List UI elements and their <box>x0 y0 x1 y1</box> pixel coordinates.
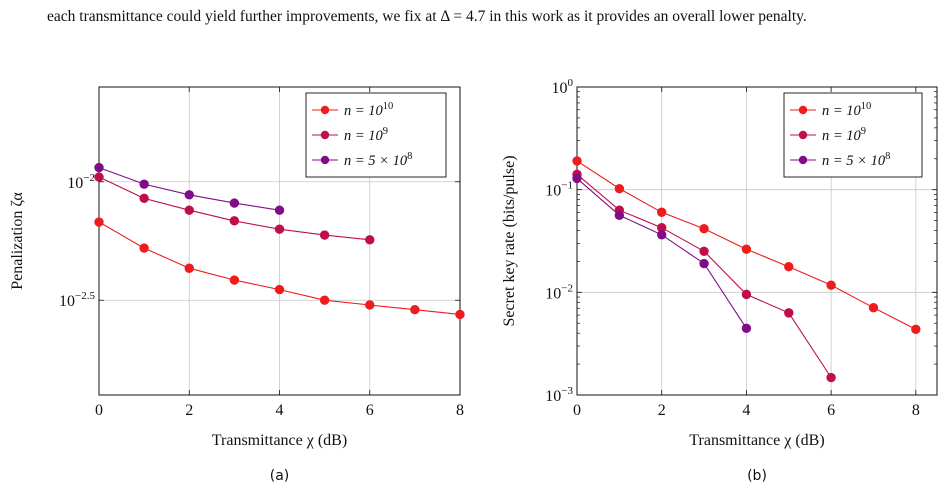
x-axis-label: Transmittance χ (dB) <box>212 432 347 449</box>
legend-swatch-marker <box>320 105 330 115</box>
data-point <box>184 190 194 200</box>
data-point <box>184 205 194 215</box>
plot-frame <box>576 86 938 396</box>
legend-entry: n = 109 <box>344 126 388 144</box>
data-point <box>319 295 330 305</box>
data-point <box>94 172 104 182</box>
data-point <box>184 263 194 273</box>
figure-caption: (b) <box>747 468 767 484</box>
legend: n = 1010 n = 109 n = 5 × 108 <box>783 92 923 178</box>
legend-entry: n = 5 × 108 <box>344 151 412 169</box>
x-tick-label: 4 <box>276 402 284 419</box>
x-tick-label: 8 <box>456 402 464 419</box>
data-point <box>868 303 879 313</box>
data-point <box>274 224 285 234</box>
data-point <box>274 205 285 215</box>
data-point <box>784 261 794 272</box>
legend-swatch-marker <box>320 155 330 165</box>
data-point <box>826 280 836 290</box>
data-point <box>741 244 752 254</box>
series-line-1 <box>576 173 832 378</box>
data-point <box>229 216 240 226</box>
legend-swatch-marker <box>798 130 808 140</box>
y-axis-label: Penalization ζα <box>9 192 26 290</box>
data-point <box>139 179 149 189</box>
data-point <box>614 183 625 194</box>
data-point <box>94 162 104 173</box>
x-axis-label: Transmittance χ (dB) <box>689 432 824 449</box>
data-point <box>657 230 667 240</box>
data-point <box>572 156 582 166</box>
y-tick-label: 10−2 <box>545 282 573 302</box>
y-tick-label: 10−2 <box>67 172 95 192</box>
data-point <box>455 309 465 320</box>
y-tick-label: 100 <box>552 77 574 97</box>
x-tick-label: 6 <box>827 402 835 419</box>
data-point <box>657 207 667 217</box>
data-point <box>699 246 709 256</box>
data-point <box>229 275 240 285</box>
y-tick-label: 10−3 <box>545 385 573 405</box>
x-tick-label: 0 <box>573 402 581 419</box>
x-tick-label: 6 <box>366 402 374 419</box>
legend-swatch-marker <box>320 130 330 140</box>
data-point <box>741 323 752 333</box>
x-tick-label: 0 <box>95 402 103 419</box>
x-tick-label: 8 <box>912 402 920 419</box>
data-point <box>139 243 149 253</box>
figure-caption: (a) <box>270 468 290 484</box>
legend-entry: n = 1010 <box>822 101 871 119</box>
chart-panel-a: 0 2 4 6 8 10−2 10−2.5 Transmittance χ (dB) Penal… <box>9 86 465 484</box>
data-point <box>274 284 285 295</box>
legend: n = 1010 n = 109 n = 5 × 108 <box>305 92 447 178</box>
data-point <box>410 305 420 315</box>
series-line-1 <box>98 176 370 241</box>
data-point <box>94 217 104 227</box>
x-tick-label: 2 <box>185 402 193 419</box>
data-point <box>699 223 709 234</box>
data-point <box>911 324 921 334</box>
y-tick-label: 10−1 <box>545 180 573 200</box>
chart-panel-b: 0 2 4 6 8 100 10−1 10−2 10−3 Transmittance χ (dB)… <box>501 77 938 484</box>
data-point <box>365 300 375 310</box>
legend-swatch-marker <box>798 105 808 115</box>
legend-entry: n = 1010 <box>344 101 393 119</box>
legend-entry: n = 5 × 108 <box>822 151 890 169</box>
intro-paragraph: each transmittance could yield further i… <box>47 8 807 25</box>
data-point <box>699 258 709 269</box>
y-axis-label: Secret key rate (bits/pulse) <box>501 155 518 326</box>
x-tick-label: 2 <box>658 402 666 419</box>
data-point <box>365 235 375 245</box>
data-point <box>319 230 330 240</box>
data-point <box>229 198 240 208</box>
data-point <box>614 210 625 221</box>
legend-entry: n = 109 <box>822 126 866 144</box>
legend-swatch-marker <box>798 155 808 165</box>
data-point <box>826 372 836 383</box>
y-tick-label: 10−2.5 <box>59 290 95 310</box>
data-point <box>784 308 794 318</box>
data-point <box>139 193 149 204</box>
x-tick-label: 4 <box>742 402 750 419</box>
data-point <box>572 173 582 184</box>
data-point <box>741 289 752 300</box>
